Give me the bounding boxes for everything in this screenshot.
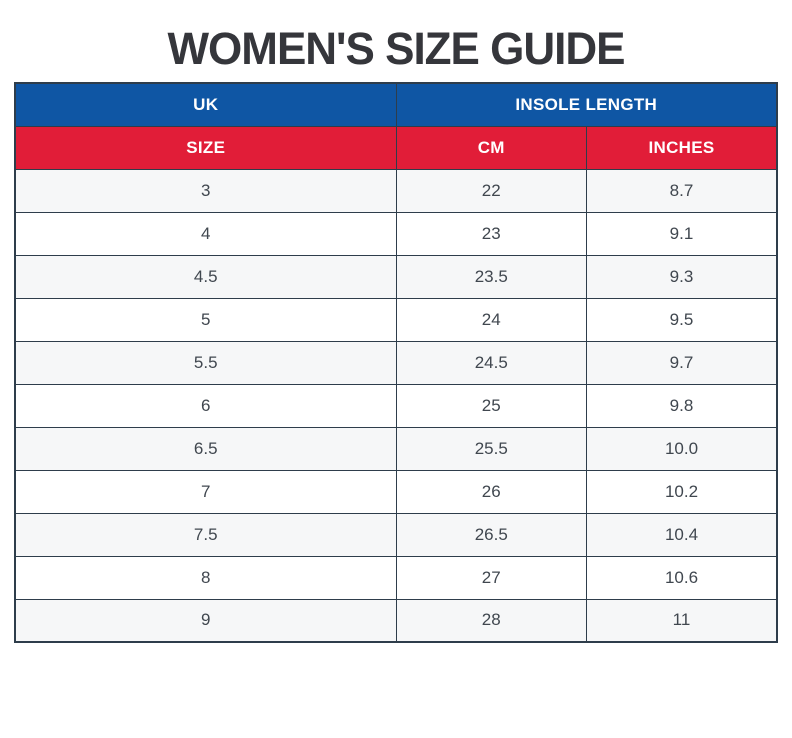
header-group-row: UK INSOLE LENGTH — [14, 82, 778, 127]
table-cell-inches: 9.5 — [586, 297, 778, 342]
table-cell-size: 8 — [14, 555, 397, 600]
table-cell-inches: 11 — [586, 598, 778, 643]
header-group-insole-length: INSOLE LENGTH — [395, 82, 778, 127]
table-row: 7.5 26.5 10.4 — [14, 512, 778, 557]
table-row: 3 22 8.7 — [14, 168, 778, 213]
table-cell-inches: 9.8 — [586, 383, 778, 428]
table-cell-size: 5.5 — [14, 340, 397, 385]
table-cell-cm: 24.5 — [395, 340, 587, 385]
table-cell-cm: 25.5 — [395, 426, 587, 471]
table-cell-size: 7 — [14, 469, 397, 514]
table-cell-inches: 10.0 — [586, 426, 778, 471]
table-cell-inches: 8.7 — [586, 168, 778, 213]
table-row: 6 25 9.8 — [14, 383, 778, 428]
table-cell-inches: 10.2 — [586, 469, 778, 514]
table-cell-size: 4.5 — [14, 254, 397, 299]
table-cell-size: 7.5 — [14, 512, 397, 557]
table-row: 6.5 25.5 10.0 — [14, 426, 778, 471]
table-cell-cm: 22 — [395, 168, 587, 213]
column-header-cm: CM — [395, 125, 587, 170]
table-cell-cm: 23 — [395, 211, 587, 256]
table-row: 4 23 9.1 — [14, 211, 778, 256]
table-cell-size: 6 — [14, 383, 397, 428]
header-label-row: SIZE CM INCHES — [14, 125, 778, 170]
table-row: 4.5 23.5 9.3 — [14, 254, 778, 299]
table-cell-cm: 26 — [395, 469, 587, 514]
header-group-uk: UK — [14, 82, 397, 127]
table-cell-inches: 9.1 — [586, 211, 778, 256]
page-title: WOMEN'S SIZE GUIDE — [167, 23, 626, 75]
table-cell-size: 9 — [14, 598, 397, 643]
table-cell-cm: 24 — [395, 297, 587, 342]
table-cell-cm: 27 — [395, 555, 587, 600]
table-cell-inches: 9.3 — [586, 254, 778, 299]
table-cell-size: 3 — [14, 168, 397, 213]
table-cell-size: 6.5 — [14, 426, 397, 471]
size-guide-table: UK INSOLE LENGTH SIZE CM INCHES 3 22 8.7 4 2… — [14, 82, 778, 643]
table-cell-cm: 25 — [395, 383, 587, 428]
table-row: 7 26 10.2 — [14, 469, 778, 514]
table-cell-inches: 10.6 — [586, 555, 778, 600]
table-row: 5.5 24.5 9.7 — [14, 340, 778, 385]
table-cell-inches: 10.4 — [586, 512, 778, 557]
table-cell-cm: 28 — [395, 598, 587, 643]
size-table-body: 3 22 8.7 4 23 9.1 4.5 23.5 9.3 5 24 9.5 5.5 24.5 9.7 6 2… — [14, 168, 778, 643]
table-cell-inches: 9.7 — [586, 340, 778, 385]
table-cell-size: 4 — [14, 211, 397, 256]
table-row: 8 27 10.6 — [14, 555, 778, 600]
column-header-inches: INCHES — [586, 125, 778, 170]
table-cell-cm: 23.5 — [395, 254, 587, 299]
table-header: UK INSOLE LENGTH SIZE CM INCHES — [14, 82, 778, 170]
column-header-size: SIZE — [14, 125, 397, 170]
table-cell-cm: 26.5 — [395, 512, 587, 557]
table-row: 5 24 9.5 — [14, 297, 778, 342]
table-row: 9 28 11 — [14, 598, 778, 643]
table-cell-size: 5 — [14, 297, 397, 342]
